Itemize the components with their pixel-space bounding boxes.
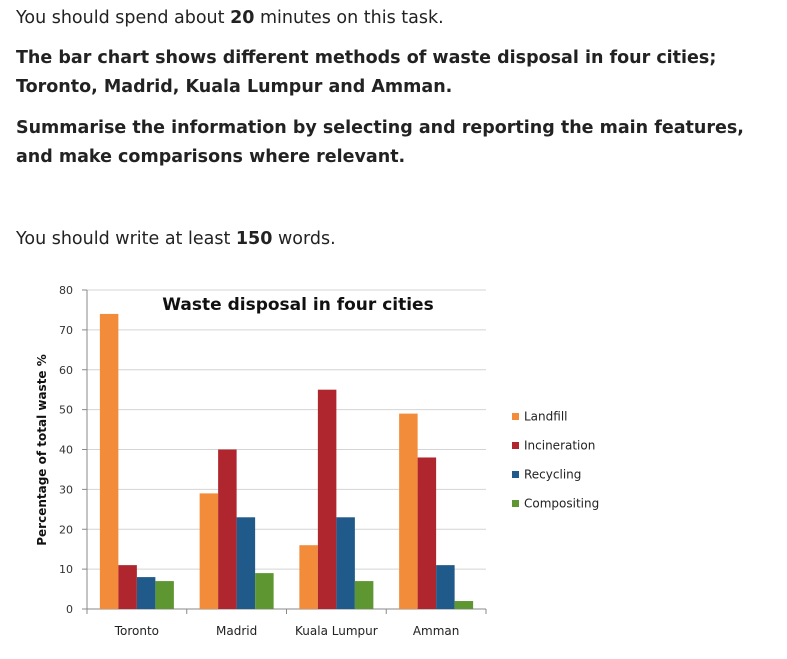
- bar-incineration-toronto: [118, 565, 137, 609]
- bar-compositing-madrid: [255, 573, 274, 609]
- intro-before: You should spend about: [16, 8, 231, 28]
- bar-incineration-amman: [417, 457, 437, 609]
- bar-recycling-toronto: [136, 577, 156, 609]
- x-tick-label: Amman: [413, 624, 460, 638]
- intro-minutes: 20: [230, 8, 255, 28]
- word-count-text: You should write at least 150 words.: [16, 227, 336, 251]
- task-instruction: Summarise the information by selecting a…: [16, 118, 744, 167]
- words-count: 150: [235, 229, 273, 249]
- bar-landfill-amman: [399, 413, 418, 609]
- y-tick-label: 80: [59, 284, 73, 297]
- y-tick-label: 10: [59, 563, 73, 576]
- intro-after: minutes on this task.: [254, 8, 444, 28]
- words-after: words.: [272, 229, 336, 249]
- legend-label: Compositing: [524, 497, 599, 511]
- x-tick-label: Toronto: [114, 624, 159, 638]
- legend-label: Incineration: [524, 439, 595, 453]
- y-tick-label: 20: [59, 523, 73, 536]
- legend-swatch: [512, 500, 519, 507]
- legend-label: Landfill: [524, 410, 568, 424]
- y-axis-label: Percentage of total waste %: [35, 354, 49, 546]
- legend-swatch: [512, 442, 519, 449]
- intro-text: You should spend about 20 minutes on thi…: [16, 6, 444, 30]
- bar-recycling-amman: [436, 565, 455, 609]
- legend-swatch: [512, 471, 519, 478]
- y-tick-label: 50: [59, 404, 73, 417]
- x-tick-label: Madrid: [216, 624, 257, 638]
- chart-legend: Landfill Incineration Recycling Compositing: [512, 410, 599, 511]
- chart-labels: 0 10 20 30 40 50 60 70 80 Toronto Madrid Kuala Lump…: [59, 284, 459, 638]
- bar-landfill-toronto: [99, 313, 119, 609]
- bar-landfill-kuala-lumpur: [299, 545, 318, 609]
- words-before: You should write at least: [16, 229, 236, 249]
- y-tick-label: 70: [59, 324, 73, 337]
- bar-recycling-kuala-lumpur: [336, 517, 355, 609]
- y-tick-label: 60: [59, 364, 73, 377]
- task-description: The bar chart shows different methods of…: [16, 48, 717, 97]
- waste-disposal-chart: 0 10 20 30 40 50 60 70 80 Toronto Madrid Kuala Lump…: [35, 284, 599, 638]
- chart-title: Waste disposal in four cities: [162, 295, 433, 315]
- bar-compositing-toronto: [155, 581, 174, 609]
- y-tick-label: 40: [59, 444, 73, 457]
- bar-compositing-amman: [454, 601, 474, 609]
- bar-compositing-kuala-lumpur: [354, 581, 374, 609]
- y-tick-label: 30: [59, 483, 73, 496]
- x-tick-label: Kuala Lumpur: [295, 624, 378, 638]
- chart-bars: [99, 313, 474, 609]
- chart-gridlines: [87, 289, 486, 570]
- bar-incineration-madrid: [218, 449, 237, 609]
- bar-landfill-madrid: [199, 493, 219, 609]
- bar-incineration-kuala-lumpur: [317, 389, 337, 609]
- bar-recycling-madrid: [236, 517, 256, 609]
- y-tick-label: 0: [66, 603, 73, 616]
- legend-label: Recycling: [524, 468, 581, 482]
- legend-swatch: [512, 413, 519, 420]
